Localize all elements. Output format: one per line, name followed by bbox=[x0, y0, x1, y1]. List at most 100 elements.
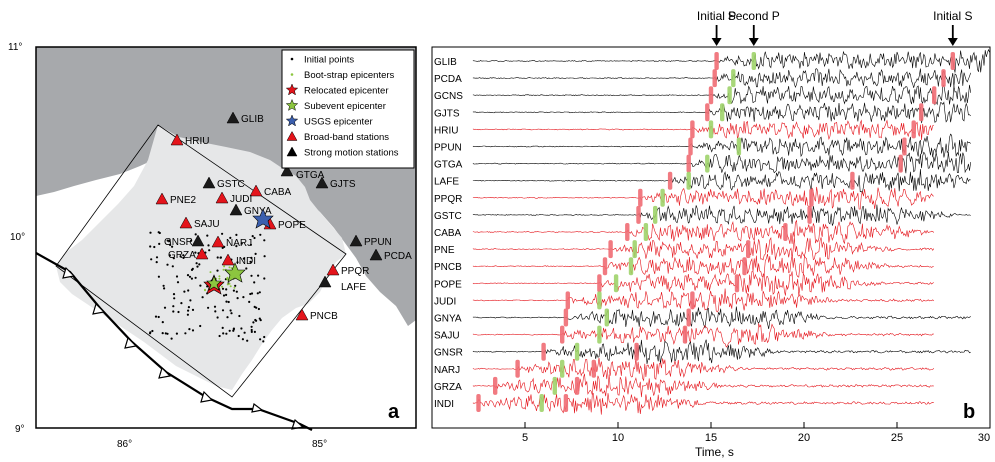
initial-point bbox=[221, 287, 225, 290]
initial-point bbox=[180, 302, 183, 305]
initial-point bbox=[191, 308, 195, 311]
initial-point bbox=[187, 289, 190, 292]
initial-point bbox=[245, 267, 248, 270]
initial-point bbox=[235, 290, 238, 293]
initial-point bbox=[182, 254, 185, 257]
trace-judi bbox=[472, 288, 935, 313]
station-gnsr-triangle-icon bbox=[191, 234, 205, 247]
subevent-epicenter-star bbox=[224, 262, 246, 283]
initial-point bbox=[190, 239, 193, 242]
trace-saju bbox=[472, 323, 934, 348]
initial-point bbox=[182, 256, 185, 259]
arrow-down-icon bbox=[947, 38, 958, 46]
station-ppun-triangle-icon bbox=[349, 234, 363, 247]
legend-item: Broad-band stations bbox=[286, 130, 389, 143]
trace-label-bg bbox=[433, 173, 471, 187]
initial-point bbox=[161, 321, 164, 324]
bootstrap-epicenter bbox=[228, 266, 231, 269]
initial-point bbox=[184, 332, 187, 335]
second-p-pick-gtga bbox=[705, 154, 710, 173]
initial-point bbox=[187, 306, 190, 309]
s-pick-saju bbox=[682, 325, 688, 344]
trace-label-gnsr: GNSR bbox=[434, 348, 463, 359]
initial-point bbox=[257, 274, 260, 277]
initial-point bbox=[188, 275, 192, 278]
bootstrap-epicenter bbox=[226, 277, 229, 280]
initial-point bbox=[195, 262, 198, 265]
station-grza-triangle-icon bbox=[195, 247, 209, 260]
initial-point bbox=[251, 235, 254, 238]
p-pick-ppun bbox=[688, 137, 693, 156]
initial-point bbox=[171, 245, 174, 248]
initial-point bbox=[246, 339, 249, 342]
s-pick-judi bbox=[690, 291, 695, 310]
initial-point bbox=[259, 338, 262, 341]
trace-label-bg bbox=[433, 310, 471, 324]
s-pick-hriu bbox=[911, 120, 916, 139]
station-pne2-label: PNE2 bbox=[170, 195, 197, 206]
initial-point bbox=[236, 261, 239, 264]
second-p-pick-gnya bbox=[604, 308, 609, 327]
initial-point bbox=[249, 260, 252, 263]
initial-point bbox=[228, 329, 231, 332]
initial-point bbox=[194, 251, 197, 254]
trace-label-gnya: GNYA bbox=[434, 314, 462, 325]
arrow-down-icon bbox=[748, 38, 759, 46]
initial-point bbox=[163, 306, 167, 309]
s-pick-gcns bbox=[932, 86, 937, 105]
bootstrap-epicenter bbox=[204, 288, 206, 291]
initial-point bbox=[263, 255, 266, 258]
second-p-pick-lafe bbox=[686, 171, 691, 190]
station-gnya-triangle-icon bbox=[229, 203, 243, 216]
initial-point bbox=[188, 328, 191, 331]
bootstrap-epicenter bbox=[228, 282, 231, 285]
initial-point bbox=[250, 330, 253, 333]
phase-label: Initial S bbox=[933, 9, 972, 23]
initial-point bbox=[162, 284, 165, 287]
lon-label-85: 85° bbox=[312, 439, 327, 450]
time-axis-label: Time, s bbox=[695, 445, 734, 459]
epicenters bbox=[203, 208, 274, 295]
initial-point bbox=[232, 289, 235, 292]
second-p-pick-pcda bbox=[731, 69, 736, 88]
initial-point bbox=[221, 232, 224, 235]
station-pncb-triangle-icon bbox=[295, 308, 309, 321]
p-pick-judi bbox=[565, 291, 570, 310]
panel-label-b: b bbox=[963, 401, 975, 423]
trace-label-pope: POPE bbox=[434, 279, 462, 290]
initial-point bbox=[149, 245, 152, 248]
initial-point bbox=[161, 332, 164, 335]
initial-point bbox=[253, 305, 256, 308]
legend-triangle-icon bbox=[286, 130, 298, 141]
initial-point bbox=[171, 265, 174, 268]
legend-label: Relocated epicenter bbox=[304, 86, 389, 97]
initial-point bbox=[235, 233, 238, 236]
phase-label: Second P bbox=[728, 9, 780, 23]
initial-point bbox=[191, 329, 195, 332]
initial-point bbox=[154, 315, 158, 318]
station-hriu-triangle-icon bbox=[170, 133, 184, 146]
station-ppun-label: PPUN bbox=[364, 237, 392, 248]
seismogram-panel: GLIB PCDA GCNS GJTS HRIU PPUN GTGA LAFE PPQR GSTC… bbox=[431, 9, 991, 459]
bootstrap-epicenter bbox=[230, 267, 233, 270]
s-pick-pncb bbox=[742, 257, 747, 276]
initial-point bbox=[248, 300, 251, 303]
initial-point bbox=[253, 236, 256, 240]
legend-label: Boot-strap epicenters bbox=[304, 70, 395, 81]
station-indi-triangle-icon bbox=[221, 253, 235, 266]
trace-gnsr bbox=[472, 339, 971, 365]
bootstrap-epicenter bbox=[218, 277, 221, 280]
initial-point bbox=[222, 294, 226, 297]
initial-point bbox=[168, 254, 171, 257]
p-pick-gtga bbox=[686, 154, 691, 173]
trace-label-bg bbox=[433, 344, 471, 358]
initial-point bbox=[149, 331, 152, 334]
trace-label-bg bbox=[433, 54, 471, 67]
initial-point bbox=[258, 291, 261, 294]
trace-label-ppqr: PPQR bbox=[434, 194, 462, 205]
trace-label-bg bbox=[433, 207, 471, 221]
initial-point bbox=[236, 297, 239, 300]
trace-pncb bbox=[472, 253, 934, 278]
